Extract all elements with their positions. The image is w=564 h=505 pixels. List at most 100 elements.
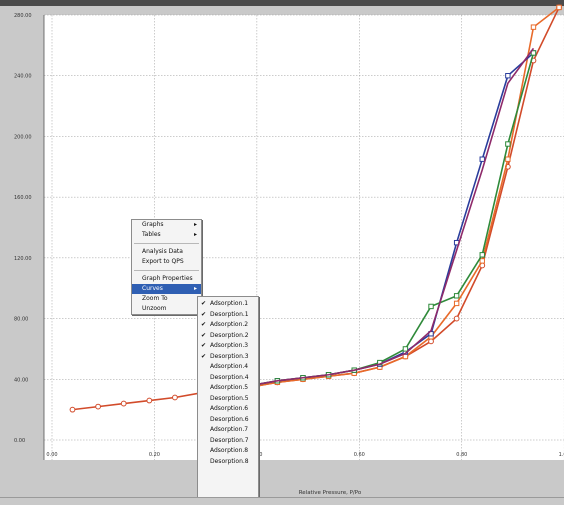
- menu-item-analysis-data[interactable]: Analysis Data: [132, 247, 201, 257]
- data-point: [479, 156, 485, 162]
- x-tick-label: 0.20: [149, 452, 160, 458]
- checkmark-icon: ✔: [201, 321, 207, 328]
- menu-item-label: Adsorption.6: [210, 405, 249, 412]
- y-tick-label: 120.00: [14, 256, 32, 262]
- menu-separator: [134, 270, 199, 271]
- curve-item-adsorption-8[interactable]: Adsorption.8: [198, 446, 258, 457]
- checkmark-icon: ✔: [201, 331, 207, 339]
- data-point: [120, 400, 127, 407]
- y-tick-label: 160.00: [14, 195, 32, 201]
- checkmark-icon: ✔: [201, 342, 207, 349]
- menu-item-label: Desorption.5: [210, 394, 249, 402]
- curve-item-desorption-8[interactable]: Desorption.8: [198, 457, 258, 468]
- menu-item-graphs[interactable]: Graphs ▸: [132, 220, 201, 230]
- curve-item-adsorption-2[interactable]: ✔ Adsorption.2: [198, 320, 258, 331]
- curve-item-adsorption-5[interactable]: Adsorption.5: [198, 383, 258, 394]
- menu-item-label: Adsorption.5: [210, 384, 249, 391]
- menu-item-label: Graph Properties: [142, 275, 193, 282]
- data-point: [95, 403, 101, 410]
- menu-item-label: Adsorption.4: [210, 363, 249, 370]
- data-point: [428, 303, 434, 310]
- y-tick-label: 280.00: [14, 13, 32, 19]
- menu-item-label: Zoom To: [142, 295, 168, 302]
- y-tick-label: 80.00: [14, 317, 28, 323]
- data-point: [428, 338, 434, 345]
- submenu-arrow-icon: ▸: [193, 285, 197, 292]
- menu-item-label: Adsorption.3: [210, 342, 249, 349]
- data-point: [453, 293, 460, 299]
- curve-item-desorption-2[interactable]: ✔ Desorption.2: [198, 331, 258, 342]
- menu-item-label: Export to QPS: [142, 258, 184, 265]
- menu-item-label: Graphs: [142, 221, 164, 228]
- menu-item-label: Desorption.4: [210, 373, 249, 381]
- x-axis-title: Relative Pressure, P/Po: [299, 490, 362, 496]
- curve-item-desorption-7[interactable]: Desorption.7: [198, 436, 258, 447]
- menu-item-label: Adsorption.2: [210, 321, 249, 328]
- menu-item-curves[interactable]: Curves ▸: [132, 284, 201, 294]
- menu-item-label: Curves: [142, 285, 163, 292]
- data-point: [556, 4, 562, 11]
- curve-item-desorption-3[interactable]: ✔ Desorption.3: [198, 352, 258, 363]
- y-tick-label: 40.00: [14, 377, 28, 383]
- data-point: [479, 258, 485, 264]
- menu-item-label: Desorption.6: [210, 415, 249, 423]
- y-axis-ticks: 0.00 40.00 80.00 120.00 160.00 200.00 240.00 28…: [14, 13, 32, 444]
- data-point: [402, 346, 409, 352]
- data-point: [453, 300, 460, 307]
- menu-item-graph-properties[interactable]: Graph Properties: [132, 274, 201, 284]
- series-5: [251, 47, 535, 387]
- x-tick-label: 1.00: [559, 452, 564, 458]
- data-point: [69, 406, 76, 413]
- y-tick-label: 200.00: [14, 134, 32, 140]
- submenu-arrow-icon: ▸: [193, 221, 197, 228]
- plot-area: [44, 15, 564, 460]
- x-tick-label: 0.60: [354, 452, 365, 458]
- menu-item-label: Desorption.1: [210, 310, 249, 318]
- menu-item-label: Desorption.3: [210, 352, 249, 360]
- context-menu: Graphs ▸ Tables ▸ Analysis Data Export to QPS…: [131, 219, 202, 315]
- menu-item-label: Desorption.8: [210, 457, 249, 465]
- curve-item-desorption-5[interactable]: Desorption.5: [198, 394, 258, 405]
- x-tick-label: 0.00: [46, 452, 57, 458]
- menu-item-label: Analysis Data: [142, 248, 183, 255]
- menu-item-label: Adsorption.7: [210, 426, 249, 433]
- data-point: [505, 73, 511, 79]
- curves-submenu: ✔ Adsorption.1 ✔ Desorption.1 ✔ Adsorption.2 ✔…: [197, 296, 259, 504]
- menu-item-unzoom[interactable]: Unzoom: [132, 304, 201, 314]
- data-point: [505, 141, 511, 147]
- status-bar: [0, 497, 564, 505]
- curve-item-desorption-4[interactable]: Desorption.4: [198, 373, 258, 384]
- menu-item-label: Unzoom: [142, 305, 167, 312]
- data-point: [505, 156, 511, 162]
- menu-item-label: Desorption.7: [210, 436, 249, 444]
- series-layer: [69, 4, 562, 413]
- menu-item-label: Adsorption.1: [210, 300, 249, 307]
- y-tick-label: 0.00: [14, 438, 25, 444]
- menu-separator: [134, 243, 199, 244]
- data-point: [479, 252, 485, 258]
- grid: [43, 14, 564, 460]
- curve-item-adsorption-7[interactable]: Adsorption.7: [198, 425, 258, 436]
- curve-item-adsorption-4[interactable]: Adsorption.4: [198, 362, 258, 373]
- curve-item-desorption-1[interactable]: ✔ Desorption.1: [198, 310, 258, 321]
- curve-item-desorption-6[interactable]: Desorption.6: [198, 415, 258, 426]
- menu-item-zoom-to[interactable]: Zoom To: [132, 294, 201, 304]
- data-point: [172, 394, 178, 401]
- curve-item-adsorption-6[interactable]: Adsorption.6: [198, 404, 258, 415]
- menu-item-label: Tables: [142, 231, 161, 238]
- submenu-arrow-icon: ▸: [193, 231, 197, 238]
- checkmark-icon: ✔: [201, 310, 207, 318]
- menu-item-label: Desorption.2: [210, 331, 249, 339]
- x-tick-label: 0.80: [456, 452, 467, 458]
- series-line: [251, 47, 535, 387]
- data-point: [453, 315, 460, 322]
- menu-item-tables[interactable]: Tables ▸: [132, 230, 201, 240]
- menu-item-export-to-qps[interactable]: Export to QPS: [132, 257, 201, 267]
- checkmark-icon: ✔: [201, 300, 207, 307]
- menu-item-label: Adsorption.8: [210, 447, 249, 454]
- data-point: [146, 397, 153, 404]
- y-tick-label: 240.00: [14, 74, 32, 80]
- curve-item-adsorption-1[interactable]: ✔ Adsorption.1: [198, 299, 258, 310]
- curve-item-adsorption-3[interactable]: ✔ Adsorption.3: [198, 341, 258, 352]
